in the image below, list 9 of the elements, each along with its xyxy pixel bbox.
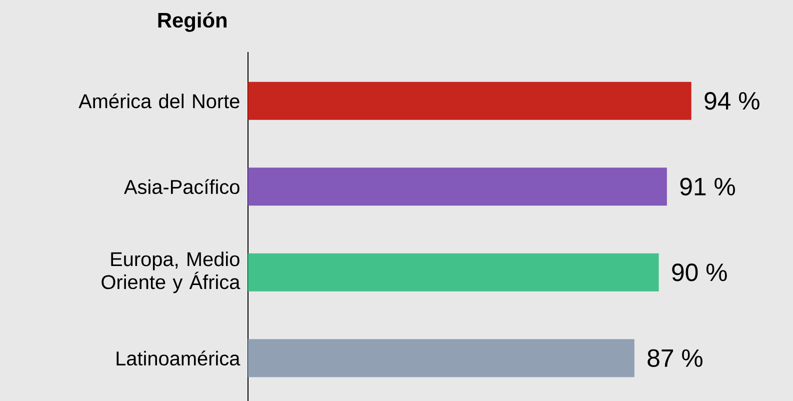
data-label: 90 % — [672, 263, 727, 281]
y-axis-title: Región — [158, 12, 227, 32]
y-tick-label: Europa, Medio Oriente y África — [102, 251, 240, 293]
data-label: 91 % — [680, 178, 735, 196]
data-label: 87 % — [648, 349, 702, 367]
y-tick-label: Latinoamérica — [116, 350, 240, 366]
y-tick-label: Asia-Pacífico — [124, 178, 240, 194]
y-tick-label: América del Norte — [78, 93, 240, 108]
data-label: 94 % — [704, 92, 760, 110]
